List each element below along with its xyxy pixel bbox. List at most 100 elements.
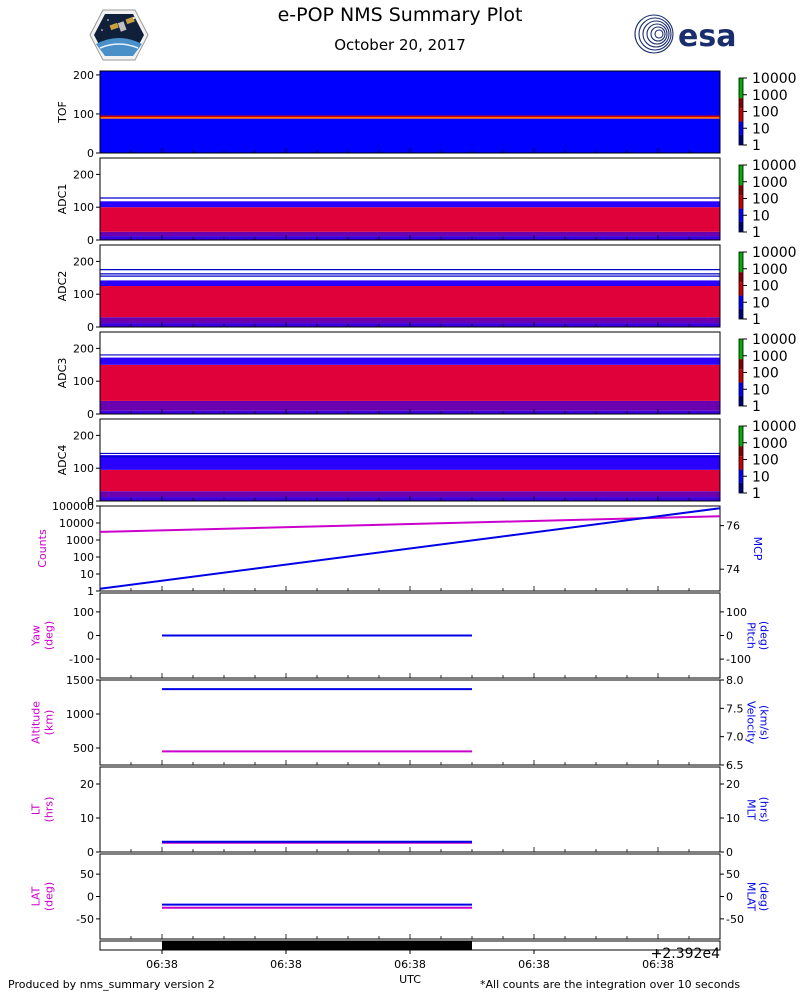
right-axis-label: (deg) [758,621,771,650]
colorbar-label: 10 [752,469,770,485]
right-axis-label: MCP [751,537,764,561]
y-tick-label: 100 [73,375,94,388]
colorbar-label: 100 [752,279,779,295]
right-axis-label: MLAT [745,882,758,912]
colorbar-label: 100 [752,192,779,208]
left-tick-label: 10000 [59,517,94,530]
panel-frame [99,766,721,853]
panel-frame [99,853,721,940]
x-tick-label: 06:38 [642,958,674,971]
left-tick-label: -50 [76,913,94,926]
left-axis-label: (deg) [43,882,56,911]
right-tick-label: 74 [726,563,740,576]
colorbar-label: 10000 [752,245,797,261]
y-tick-label: 0 [87,321,94,334]
spectrogram-ylabel: ADC2 [56,271,69,302]
colorbar-segment [739,295,743,309]
right-axis-label: (hrs) [758,797,771,823]
colorbar-label: 100 [752,453,779,469]
colorbar-label: 1 [752,312,761,328]
colorbar-label: 10000 [752,419,797,435]
esa-logo: esa [632,12,752,60]
series-line-counts [99,515,721,533]
right-tick-label: -50 [726,913,744,926]
colorbar-label: 1 [752,138,761,154]
right-axis-label: Pitch [745,622,758,649]
left-tick-label: 1500 [66,674,94,687]
left-tick-label: 10 [80,568,94,581]
spectrogram-band [100,201,720,208]
left-axis-label: LT [30,804,43,816]
left-tick-label: 100000 [52,500,94,513]
colorbar-label: 10 [752,208,770,224]
satellite-mission-logo [88,8,150,66]
colorbar-label: 1 [752,399,761,415]
colorbar-label: 10000 [752,158,797,174]
right-tick-label: 7.0 [726,731,744,744]
colorbar-label: 100 [752,105,779,121]
spectrogram-band [100,231,720,237]
y-tick-label: 100 [73,201,94,214]
y-tick-label: 200 [73,168,94,181]
colorbar-segment [739,308,743,319]
y-tick-label: 200 [73,429,94,442]
left-tick-label: 0 [87,891,94,904]
colorbar-label: 1000 [752,349,788,365]
left-axis-label: Yaw [30,625,43,647]
x-offset-label: +2.392e4 [651,946,720,962]
colorbar-label: 10 [752,121,770,137]
colorbar-label: 100 [752,366,779,382]
colorbar-segment [739,252,743,273]
y-tick-label: 200 [73,255,94,268]
spectrogram-ylabel: ADC4 [56,445,69,476]
left-axis-label: (deg) [43,621,56,650]
colorbar-segment [739,382,743,396]
colorbar-segment [739,185,743,196]
x-tick-label: 06:38 [146,958,178,971]
y-tick-label: 200 [73,69,94,82]
colorbar-label: 1000 [752,175,788,191]
y-tick-label: 0 [87,147,94,160]
left-tick-label: 500 [73,742,94,755]
colorbar-label: 1000 [752,88,788,104]
colorbar-label: 1 [752,486,761,502]
colorbar-segment [739,426,743,447]
x-tick-label: 06:38 [394,958,426,971]
colorbar-segment [739,98,743,109]
colorbar-label: 10 [752,382,770,398]
left-tick-label: 100 [73,606,94,619]
colorbar-segment [739,369,743,383]
x-tick-label: 06:38 [270,958,302,971]
colorbar-segment [739,221,743,232]
left-axis-label: LAT [30,886,43,906]
colorbar-segment [739,282,743,296]
spectrogram-band [100,491,720,498]
right-axis-label: Velocity [745,701,758,745]
x-tick-label: 06:38 [518,958,550,971]
colorbar-label: 10 [752,295,770,311]
spectrogram-band [100,469,720,492]
colorbar-segment [739,359,743,370]
colorbar-segment [739,134,743,145]
left-tick-label: 0 [87,846,94,859]
colorbar-segment [739,482,743,493]
left-tick-label: 1 [87,585,94,598]
spectrogram-band [100,71,720,116]
colorbar-label: 1 [752,225,761,241]
colorbar-segment [739,208,743,222]
y-tick-label: 100 [73,108,94,121]
right-tick-label: 6.5 [726,759,744,772]
y-tick-label: 100 [73,462,94,475]
colorbar-segment [739,339,743,360]
spectrogram-band [100,400,720,411]
colorbar-segment [739,108,743,122]
right-tick-label: 76 [726,520,740,533]
colorbar-segment [739,456,743,470]
colorbar-segment [739,121,743,135]
y-tick-label: 0 [87,495,94,508]
colorbar-label: 1000 [752,436,788,452]
left-axis-label: (km) [43,710,56,736]
right-tick-label: 0 [726,891,733,904]
data-coverage-bar [162,941,472,950]
